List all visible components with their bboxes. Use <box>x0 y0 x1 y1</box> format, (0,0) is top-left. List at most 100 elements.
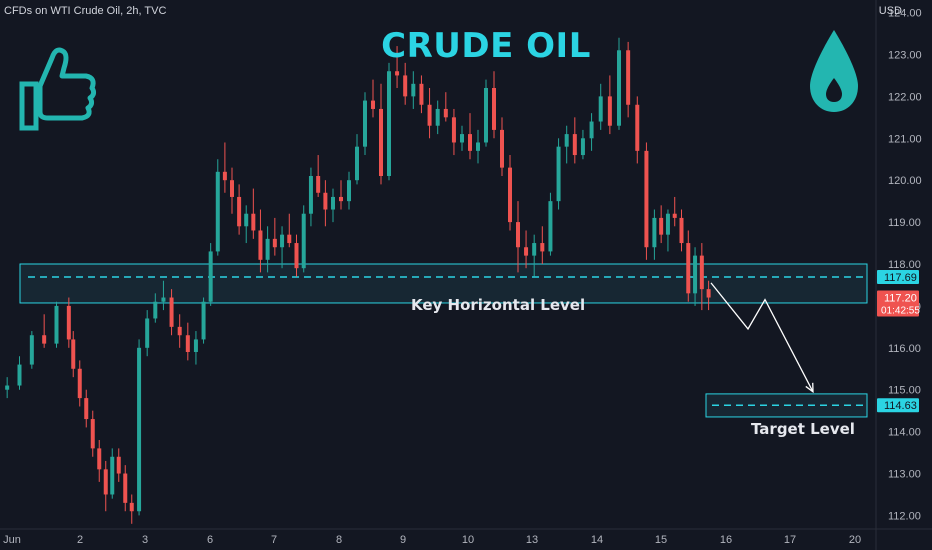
candle-body <box>395 71 400 76</box>
time-tick-label: 7 <box>271 534 277 546</box>
time-tick-label: 9 <box>400 534 406 546</box>
time-tick-label: 20 <box>849 534 861 546</box>
candle-body <box>532 243 537 256</box>
time-axis[interactable]: Jun 2 3 6 7 8 9 10 13 14 15 16 17 20 <box>0 528 932 546</box>
candle-body <box>460 134 464 143</box>
price-axis[interactable]: 112.00113.00114.00115.00116.00117.00118.… <box>875 0 922 550</box>
candle-body <box>451 117 456 143</box>
candle-body <box>617 50 621 126</box>
candle-body <box>84 398 89 420</box>
candle-body <box>699 255 704 290</box>
time-tick-label: 15 <box>655 534 667 546</box>
candle-body <box>468 134 472 151</box>
candle-body <box>607 96 612 126</box>
key-level-label: Key Horizontal Level <box>411 296 586 314</box>
current-price-badge-bg <box>877 290 919 317</box>
candle-body <box>110 456 115 495</box>
candle-body <box>644 150 649 248</box>
candle-body <box>363 100 367 147</box>
candle-body <box>265 238 270 260</box>
candle-body <box>686 243 691 294</box>
candle-body <box>659 217 664 235</box>
candle-body <box>71 339 76 369</box>
candle-body <box>185 335 190 352</box>
candle-body <box>516 222 520 248</box>
symbol-label[interactable]: CFDs on WTI Crude Oil, 2h, TVC <box>4 5 167 17</box>
candle-body <box>411 83 416 97</box>
candle-body <box>476 142 480 151</box>
candle-body <box>572 134 577 156</box>
candle-body <box>371 100 375 109</box>
candle-body <box>500 129 504 168</box>
price-tick-label: 118.00 <box>888 259 921 271</box>
candle-body <box>323 192 328 210</box>
candle-body <box>679 217 684 244</box>
candle-body <box>626 50 631 105</box>
price-tick-label: 114.00 <box>888 427 921 439</box>
price-tick-label: 124.00 <box>888 8 922 20</box>
candle-body <box>5 385 10 390</box>
price-tick-label: 120.00 <box>888 175 922 187</box>
price-tick-label: 115.00 <box>888 385 921 397</box>
candle-body <box>665 213 670 235</box>
time-tick-label: 16 <box>720 534 732 546</box>
candle-body <box>524 247 529 256</box>
candle-body <box>548 201 553 252</box>
price-tick-label: 113.00 <box>888 469 921 481</box>
candle-body <box>435 108 440 126</box>
candle-body <box>443 108 448 118</box>
candle-body <box>598 96 603 122</box>
price-tick-label: 112.00 <box>888 510 921 522</box>
current-price-badge: 117.20 <box>884 293 917 305</box>
candle-body <box>77 368 82 399</box>
key-level-price-badge: 117.69 <box>884 272 917 284</box>
candles-layer <box>5 37 711 524</box>
price-tick-label: 116.00 <box>888 343 921 355</box>
candle-body <box>116 456 121 474</box>
candle-body <box>301 213 306 269</box>
candle-body <box>672 213 677 218</box>
candle-body <box>208 251 213 302</box>
candle-body <box>258 230 263 260</box>
time-tick-label: Jun <box>3 534 21 546</box>
candle-body <box>331 196 335 210</box>
candle-body <box>272 238 277 248</box>
candle-body <box>29 335 34 365</box>
price-tick-label: 123.00 <box>888 49 922 61</box>
candle-body <box>153 301 158 319</box>
price-tick-label: 121.00 <box>888 133 922 145</box>
candle-body <box>17 364 22 386</box>
candle-body <box>137 347 142 512</box>
candle-body <box>556 146 561 202</box>
time-tick-label: 2 <box>77 534 83 546</box>
candle-body <box>201 301 206 340</box>
projection-layer <box>710 282 814 394</box>
candle-body <box>161 297 166 302</box>
time-tick-label: 3 <box>142 534 148 546</box>
candle-body <box>294 243 299 269</box>
candle-body <box>484 88 488 143</box>
candle-body <box>316 176 321 193</box>
candle-body <box>379 108 383 176</box>
thumbs-up-icon <box>19 47 97 131</box>
price-tick-label: 122.00 <box>888 91 922 103</box>
currency-label: USD <box>878 5 902 17</box>
target-price-badge-bg <box>877 398 919 413</box>
price-tick-label: 119.00 <box>888 217 921 229</box>
time-tick-label: 8 <box>336 534 342 546</box>
candle-body <box>564 134 569 147</box>
candle-body <box>90 419 95 449</box>
candle-body <box>280 234 285 248</box>
candle-body <box>251 213 256 231</box>
candle-body <box>706 289 711 298</box>
candle-body <box>145 318 150 348</box>
candle-body <box>230 180 234 197</box>
time-tick-label: 17 <box>784 534 796 546</box>
candle-body <box>123 473 128 503</box>
candle-body <box>129 502 134 512</box>
candle-body <box>403 75 408 97</box>
candle-body <box>580 138 585 156</box>
target-level-label: Target Level <box>751 420 855 438</box>
candle-body <box>652 217 657 248</box>
